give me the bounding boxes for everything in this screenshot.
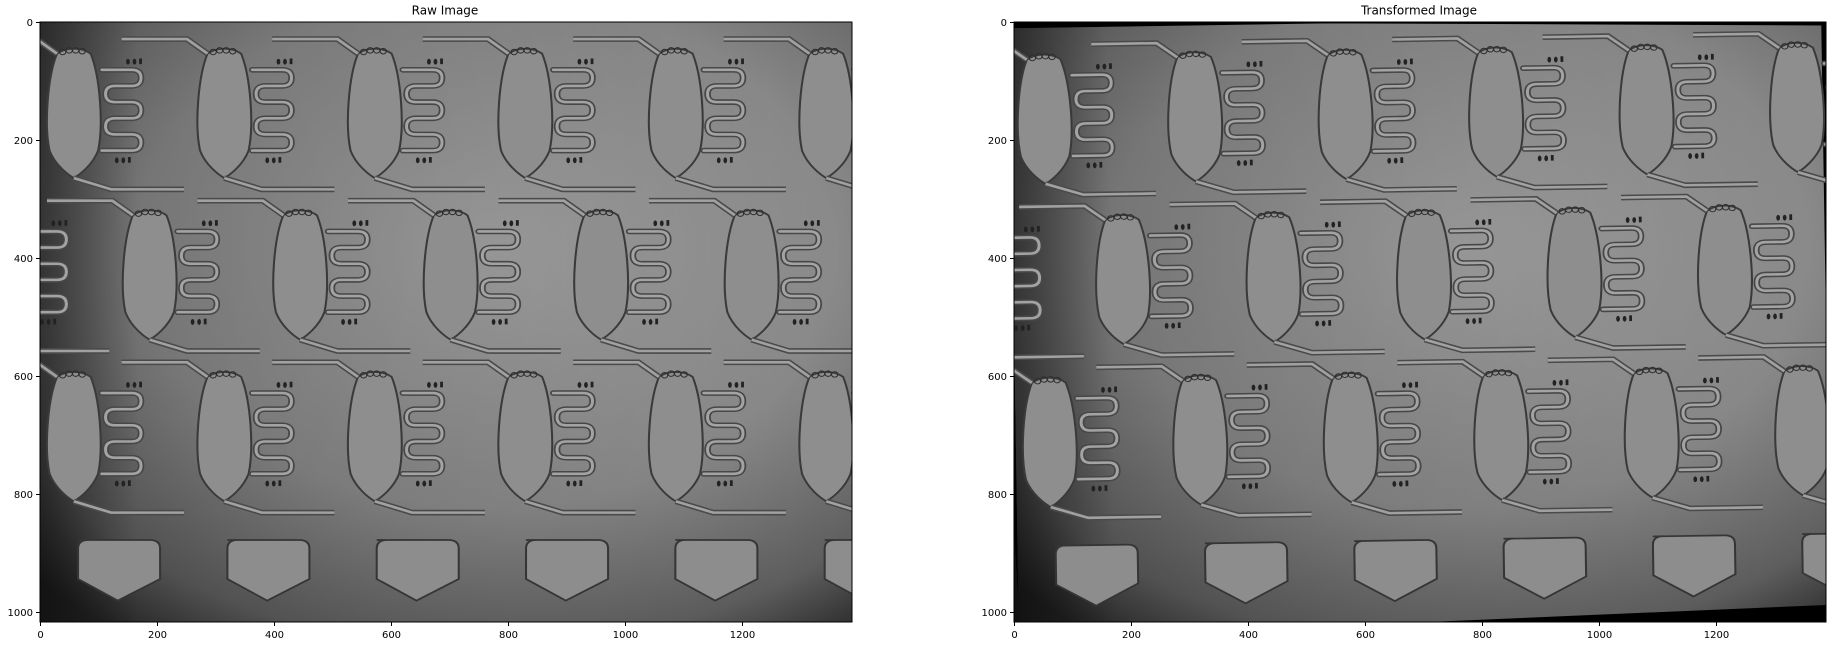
raw-image-panel: Raw Image 0 200 400 600 800 1000 0 xyxy=(0,4,936,641)
raw-y-tick-200: 200 xyxy=(14,136,33,147)
transformed-axes-frame xyxy=(1013,21,1827,623)
raw-y-tick-0: 0 xyxy=(27,18,33,29)
raw-axes-frame xyxy=(39,21,853,623)
transformed-y-axis: 0 200 400 600 800 1000 xyxy=(982,18,1014,619)
raw-x-tick-0: 0 xyxy=(37,630,43,641)
raw-x-tick-1200: 1200 xyxy=(730,630,755,641)
transformed-image-panel: Transformed Image 0 200 400 600 xyxy=(982,4,1827,641)
transformed-y-tick-800: 800 xyxy=(988,490,1007,501)
transformed-y-tick-0: 0 xyxy=(1001,18,1007,29)
raw-x-tick-800: 800 xyxy=(499,630,518,641)
raw-microscopy-image xyxy=(0,22,936,622)
raw-y-axis: 0 200 400 600 800 1000 xyxy=(8,18,40,619)
raw-x-tick-200: 200 xyxy=(148,630,167,641)
raw-x-tick-400: 400 xyxy=(265,630,284,641)
transformed-x-tick-600: 600 xyxy=(1356,630,1375,641)
raw-y-tick-1000: 1000 xyxy=(8,608,33,619)
transformed-x-tick-800: 800 xyxy=(1473,630,1492,641)
raw-y-tick-400: 400 xyxy=(14,254,33,265)
transformed-y-tick-400: 400 xyxy=(988,254,1007,265)
transformed-y-tick-600: 600 xyxy=(988,372,1007,383)
transformed-image-title: Transformed Image xyxy=(1360,4,1477,18)
transformed-x-tick-1200: 1200 xyxy=(1704,630,1729,641)
raw-x-tick-1000: 1000 xyxy=(613,630,638,641)
raw-y-tick-800: 800 xyxy=(14,490,33,501)
transformed-x-tick-1000: 1000 xyxy=(1587,630,1612,641)
transformed-y-tick-1000: 1000 xyxy=(982,608,1007,619)
raw-y-tick-600: 600 xyxy=(14,372,33,383)
transformed-x-tick-400: 400 xyxy=(1239,630,1258,641)
transformed-x-axis: 0 200 400 600 800 1000 1200 xyxy=(1011,622,1729,641)
raw-x-axis: 0 200 400 600 800 1000 1200 xyxy=(37,622,755,641)
transformed-bottom-wedge xyxy=(1422,604,1826,623)
transformed-y-tick-200: 200 xyxy=(988,136,1007,147)
transformed-x-tick-0: 0 xyxy=(1011,630,1017,641)
transformed-x-tick-200: 200 xyxy=(1122,630,1141,641)
transformed-microscopy-image xyxy=(1014,22,1826,623)
raw-x-tick-600: 600 xyxy=(382,630,401,641)
raw-image-title: Raw Image xyxy=(412,4,479,18)
